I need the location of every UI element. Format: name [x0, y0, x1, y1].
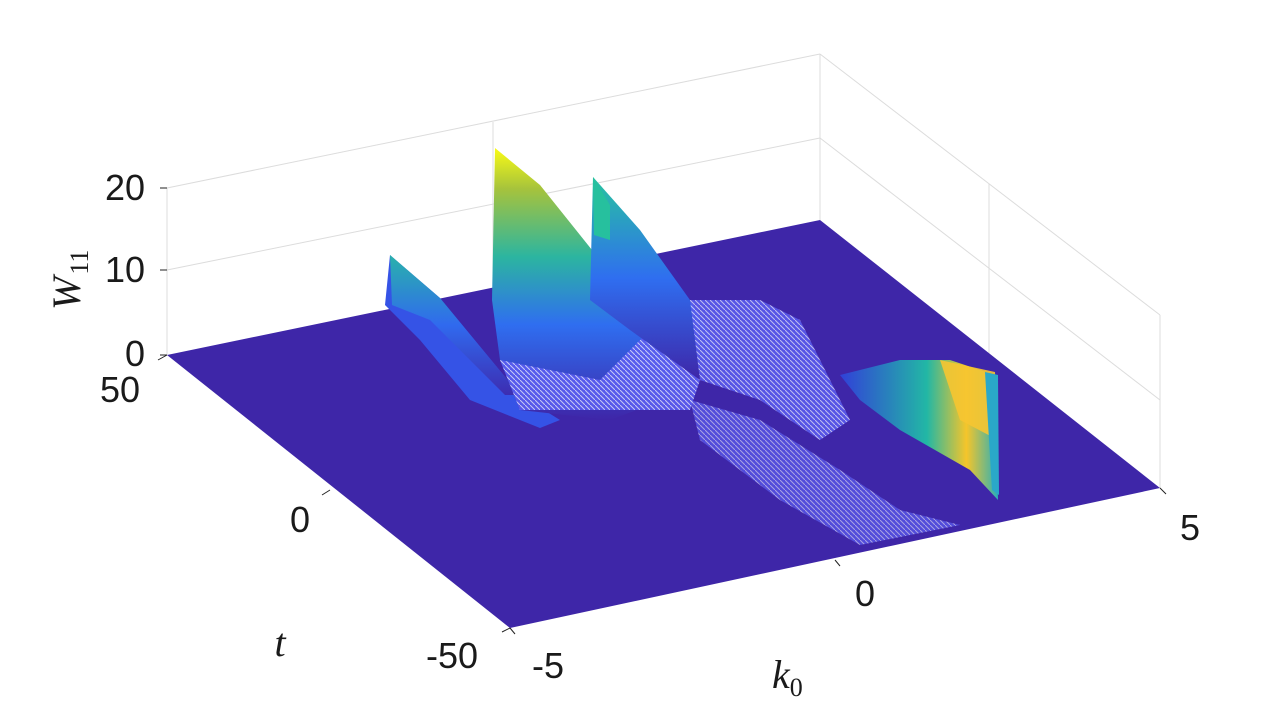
t-axis-label: t: [274, 620, 286, 665]
z-tick-20: 20: [105, 167, 145, 208]
svg-text:W11: W11: [44, 250, 94, 310]
k0-tick-0: 0: [855, 573, 875, 614]
k0-axis-label: k0: [772, 652, 803, 702]
trough: [690, 400, 960, 545]
axis-box: [166, 53, 1161, 488]
ridge-3: [590, 177, 720, 380]
t-tick-minus50: -50: [426, 635, 478, 676]
tick-marks: [157, 187, 1167, 635]
k0-tick-minus5: -5: [532, 645, 564, 686]
k0-tick-5: 5: [1180, 507, 1200, 548]
z-axis-label: W11: [44, 250, 94, 310]
z-tick-10: 10: [105, 249, 145, 290]
surface-features: [385, 148, 999, 545]
t-tick-50: 50: [100, 369, 140, 410]
t-tick-0: 0: [290, 499, 310, 540]
z-tick-0: 0: [125, 333, 145, 374]
